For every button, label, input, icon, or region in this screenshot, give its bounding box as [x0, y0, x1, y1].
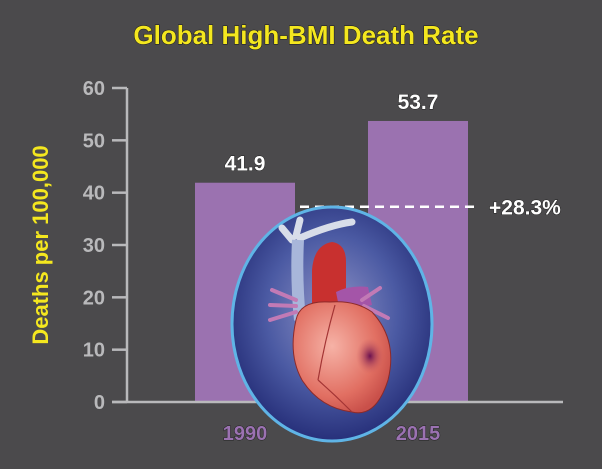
y-tick-label: 20	[83, 287, 105, 309]
y-tick-label: 50	[83, 130, 105, 152]
y-tick-label: 0	[94, 392, 105, 414]
data-label: 53.7	[398, 91, 439, 114]
y-axis-label: Deaths per 100,000	[28, 145, 53, 344]
y-tick-label: 30	[83, 235, 105, 257]
x-tick-label: 2015	[396, 423, 441, 445]
change-annotation: +28.3%	[489, 197, 561, 220]
y-tick-label: 40	[83, 183, 105, 205]
data-label: 41.9	[225, 153, 266, 176]
chart-title: Global High-BMI Death Rate	[133, 20, 478, 50]
y-tick-label: 60	[83, 78, 105, 100]
y-tick-label: 10	[83, 340, 105, 362]
x-tick-label: 1990	[223, 423, 268, 445]
heart-icon	[230, 205, 434, 443]
